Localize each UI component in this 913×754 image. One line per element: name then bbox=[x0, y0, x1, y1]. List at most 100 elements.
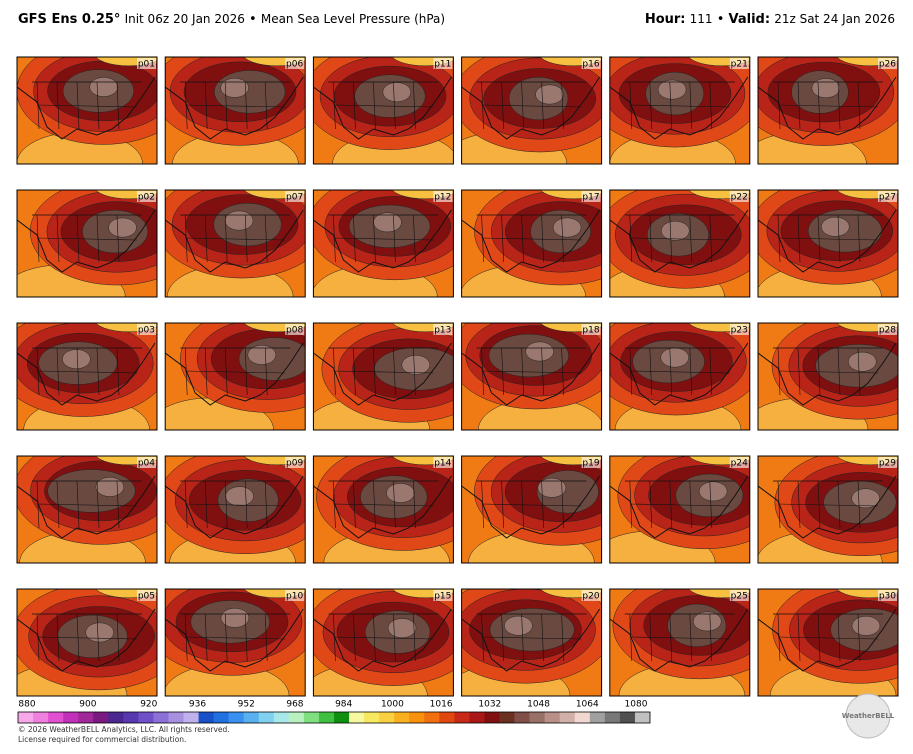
panel-frame bbox=[16, 56, 158, 165]
border bbox=[629, 347, 633, 396]
border bbox=[521, 81, 524, 130]
border bbox=[393, 81, 396, 130]
member-label: p08 bbox=[286, 326, 303, 336]
label-bg bbox=[433, 590, 453, 601]
border bbox=[857, 480, 861, 529]
panel-frame bbox=[757, 588, 899, 697]
border bbox=[76, 347, 80, 396]
member-label: p07 bbox=[286, 193, 303, 203]
panel-frame bbox=[312, 588, 454, 697]
high-core bbox=[848, 351, 877, 372]
member-label: p22 bbox=[731, 193, 748, 203]
label-bg bbox=[433, 191, 453, 202]
swatch bbox=[78, 712, 94, 723]
panel-frame bbox=[609, 322, 751, 431]
border bbox=[96, 81, 100, 130]
panel-grid: p01 p02 p03 p04 p05 p06 p07 p08 p09 p10 p11 p12 p13 p… bbox=[16, 56, 899, 697]
border bbox=[116, 613, 120, 662]
high-core bbox=[811, 78, 841, 98]
member-label: p02 bbox=[138, 193, 155, 203]
swatch bbox=[153, 712, 169, 723]
border bbox=[777, 636, 879, 640]
member-label: p15 bbox=[434, 592, 451, 602]
swatch bbox=[634, 712, 651, 723]
member-label: p19 bbox=[582, 459, 599, 469]
border bbox=[669, 347, 673, 396]
swatch bbox=[424, 712, 440, 723]
border bbox=[373, 480, 376, 529]
border bbox=[541, 480, 544, 529]
label-bg bbox=[433, 58, 453, 69]
border bbox=[224, 480, 228, 529]
border bbox=[521, 480, 524, 529]
border bbox=[185, 370, 286, 374]
member-label: p03 bbox=[138, 326, 155, 336]
border bbox=[857, 214, 861, 263]
border bbox=[669, 214, 673, 263]
swatch bbox=[484, 712, 500, 723]
label-bg bbox=[729, 191, 749, 202]
panel bbox=[17, 589, 157, 696]
border bbox=[629, 214, 633, 263]
swatch bbox=[123, 712, 139, 723]
panel-frame bbox=[312, 56, 454, 165]
high-core bbox=[661, 220, 690, 241]
panel-frame bbox=[609, 455, 751, 564]
border bbox=[116, 480, 120, 529]
member-label: p29 bbox=[879, 459, 896, 469]
member-label: p20 bbox=[582, 592, 599, 602]
border bbox=[76, 480, 80, 529]
border bbox=[669, 81, 673, 130]
logo-circle bbox=[845, 693, 891, 739]
border bbox=[333, 347, 336, 396]
border bbox=[393, 480, 396, 529]
colorbar-label: 952 bbox=[238, 700, 255, 710]
high-core bbox=[224, 210, 254, 231]
panel bbox=[17, 190, 157, 297]
swatch bbox=[288, 712, 305, 723]
border bbox=[561, 347, 564, 396]
label-bg bbox=[878, 457, 897, 468]
swatch bbox=[349, 712, 365, 723]
member-label: p09 bbox=[286, 459, 303, 469]
border bbox=[36, 81, 40, 130]
high-core bbox=[85, 622, 114, 643]
swatch bbox=[589, 712, 606, 723]
border bbox=[629, 237, 730, 241]
border bbox=[393, 347, 396, 396]
border bbox=[413, 81, 416, 130]
high-core bbox=[401, 354, 431, 375]
swatch bbox=[93, 712, 109, 723]
border bbox=[76, 214, 80, 263]
border bbox=[521, 214, 524, 263]
border bbox=[116, 214, 120, 263]
label-bg bbox=[137, 191, 156, 202]
swatch bbox=[499, 712, 515, 723]
member-label: p05 bbox=[138, 592, 155, 602]
border bbox=[709, 81, 713, 130]
label-bg bbox=[285, 191, 305, 202]
label-bg bbox=[729, 457, 749, 468]
border bbox=[185, 503, 286, 507]
member-label: p14 bbox=[434, 459, 451, 469]
member-label: p25 bbox=[731, 592, 748, 602]
high-core bbox=[535, 84, 564, 105]
colorbar-label: 900 bbox=[79, 700, 96, 710]
member-label: p12 bbox=[434, 193, 451, 203]
panel bbox=[17, 456, 157, 563]
border bbox=[373, 613, 376, 662]
border bbox=[36, 480, 40, 529]
border bbox=[541, 81, 544, 130]
panel bbox=[461, 589, 602, 696]
border bbox=[481, 214, 484, 263]
border bbox=[777, 104, 879, 108]
border bbox=[244, 347, 248, 396]
panel-frame bbox=[164, 189, 306, 298]
border bbox=[36, 636, 138, 640]
border bbox=[689, 81, 693, 130]
border bbox=[413, 214, 416, 263]
border bbox=[709, 480, 713, 529]
high-core bbox=[220, 77, 249, 98]
label-bg bbox=[285, 590, 305, 601]
